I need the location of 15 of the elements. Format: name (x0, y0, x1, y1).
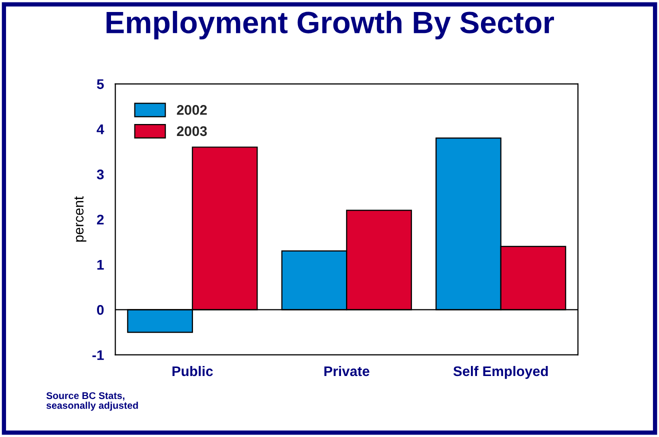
legend-label: 2002 (176, 105, 207, 115)
y-tick-label: 3 (96, 170, 104, 180)
y-axis-title: percent (74, 196, 86, 242)
x-tick-label: Private (324, 366, 370, 376)
y-tick-label: -1 (92, 350, 104, 360)
x-tick-label: Public (172, 366, 213, 376)
y-tick-label: 2 (96, 214, 104, 224)
y-tick-label: 4 (96, 124, 104, 134)
y-tick-label: 0 (97, 305, 104, 315)
chart-title: Employment Growth By Sector (106, 10, 554, 40)
x-tick-label: Self Employed (453, 366, 548, 379)
source-note: Source BC Stats, seasonally adjusted (46, 392, 138, 411)
y-tick-label: 5 (96, 79, 104, 90)
y-tick-label: 1 (97, 260, 104, 270)
legend-label: 2003 (176, 126, 207, 136)
